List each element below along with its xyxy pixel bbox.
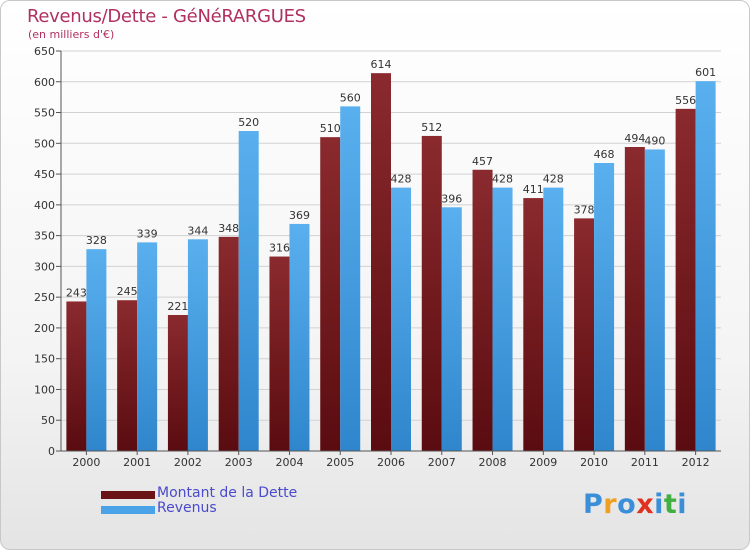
logo-letter: i: [654, 489, 664, 520]
data-label-dette: 378: [574, 203, 595, 216]
data-label-revenus: 369: [289, 209, 310, 222]
data-label-dette: 411: [523, 183, 544, 196]
x-tick-label: 2009: [529, 456, 557, 469]
x-tick-label: 2007: [428, 456, 456, 469]
x-tick-label: 2008: [479, 456, 507, 469]
proxiti-logo: Proxiti: [583, 489, 687, 520]
bar-dette: [167, 315, 188, 451]
legend-label-dette: Montant de la Dette: [157, 485, 298, 501]
data-label-dette: 243: [66, 286, 87, 299]
logo-letter: o: [617, 489, 637, 520]
data-label-revenus: 490: [644, 134, 665, 147]
y-tick-label: 250: [34, 291, 55, 304]
bar-revenus: [86, 249, 107, 451]
data-label-revenus: 428: [492, 173, 513, 186]
y-tick-label: 50: [41, 414, 55, 427]
logo-letter: r: [603, 489, 618, 520]
bar-revenus: [340, 106, 361, 451]
x-tick-label: 2004: [275, 456, 303, 469]
logo-letter: t: [663, 489, 678, 520]
bar-revenus: [695, 81, 716, 452]
x-tick-label: 2000: [72, 456, 100, 469]
data-label-dette: 512: [421, 121, 442, 134]
data-label-dette: 245: [117, 285, 138, 298]
y-tick-label: 150: [34, 353, 55, 366]
x-tick-label: 2003: [225, 456, 253, 469]
legend-label-revenus: Revenus: [157, 500, 217, 516]
y-tick-label: 500: [34, 137, 55, 150]
bar-dette: [421, 135, 442, 451]
bar-dette: [574, 218, 595, 451]
bar-dette: [624, 147, 645, 451]
x-tick-label: 2010: [580, 456, 608, 469]
bar-revenus: [441, 207, 462, 451]
y-tick-label: 650: [34, 45, 55, 58]
data-label-revenus: 428: [543, 173, 564, 186]
data-label-dette: 494: [624, 132, 645, 145]
x-tick-label: 2006: [377, 456, 405, 469]
bar-dette: [117, 300, 138, 451]
y-tick-label: 450: [34, 168, 55, 181]
bar-revenus: [492, 187, 513, 451]
data-label-revenus: 601: [695, 66, 716, 79]
bar-dette: [218, 236, 239, 451]
axes: 0 50 100 150 200 250 300 350 400 450 500 550 600 650 2…: [34, 45, 721, 469]
bar-dette: [472, 169, 493, 451]
data-label-revenus: 468: [594, 148, 615, 161]
bar-revenus: [187, 239, 208, 451]
x-tick-label: 2002: [174, 456, 202, 469]
bar-revenus: [238, 131, 259, 451]
x-tick-label: 2001: [123, 456, 151, 469]
data-label-revenus: 328: [86, 234, 107, 247]
data-label-dette: 457: [472, 155, 493, 168]
y-tick-label: 600: [34, 76, 55, 89]
logo-letter: i: [677, 489, 688, 520]
bar-dette: [371, 73, 391, 452]
bar-revenus: [137, 242, 158, 451]
data-label-revenus: 344: [187, 224, 208, 237]
x-tick-label: 2012: [682, 456, 710, 469]
data-labels: 243 328 245 339 221 344 348 520 316 369 510 560 614 4…: [66, 58, 716, 313]
y-tick-label: 550: [34, 107, 55, 120]
x-tick-label: 2011: [631, 456, 659, 469]
data-label-dette: 221: [167, 300, 188, 313]
data-label-revenus: 396: [441, 192, 462, 205]
logo-letter: x: [636, 489, 655, 520]
y-tick-label: 100: [34, 383, 55, 396]
data-label-revenus: 339: [137, 227, 158, 240]
chart-subtitle: (en milliers d'€): [28, 28, 115, 41]
bar-dette: [675, 108, 696, 451]
bar-revenus: [594, 163, 615, 451]
y-tick-label: 0: [48, 445, 55, 458]
bars: [66, 73, 716, 452]
data-label-revenus: 560: [340, 91, 361, 104]
bar-dette: [269, 256, 290, 451]
bar-revenus: [391, 187, 411, 451]
legend-swatch-revenus: [101, 506, 155, 514]
bar-revenus: [644, 149, 665, 451]
data-label-revenus: 428: [391, 173, 412, 186]
data-label-dette: 348: [218, 222, 239, 235]
y-tick-label: 300: [34, 260, 55, 273]
x-tick-label: 2005: [326, 456, 354, 469]
legend-swatch-dette: [101, 491, 155, 499]
data-label-revenus: 520: [238, 116, 259, 129]
bar-revenus: [289, 223, 310, 451]
y-tick-label: 350: [34, 230, 55, 243]
bar-dette: [523, 198, 544, 451]
bar-revenus: [543, 187, 564, 451]
chart-title: Revenus/Dette - GéNéRARGUES: [27, 6, 306, 27]
y-tick-label: 400: [34, 199, 55, 212]
logo-letter: P: [583, 489, 604, 520]
y-tick-label: 200: [34, 322, 55, 335]
bar-dette: [320, 137, 341, 451]
data-label-dette: 614: [371, 58, 392, 71]
data-label-dette: 556: [675, 94, 696, 107]
data-label-dette: 510: [320, 122, 341, 135]
bar-dette: [66, 301, 87, 451]
data-label-dette: 316: [269, 242, 290, 255]
